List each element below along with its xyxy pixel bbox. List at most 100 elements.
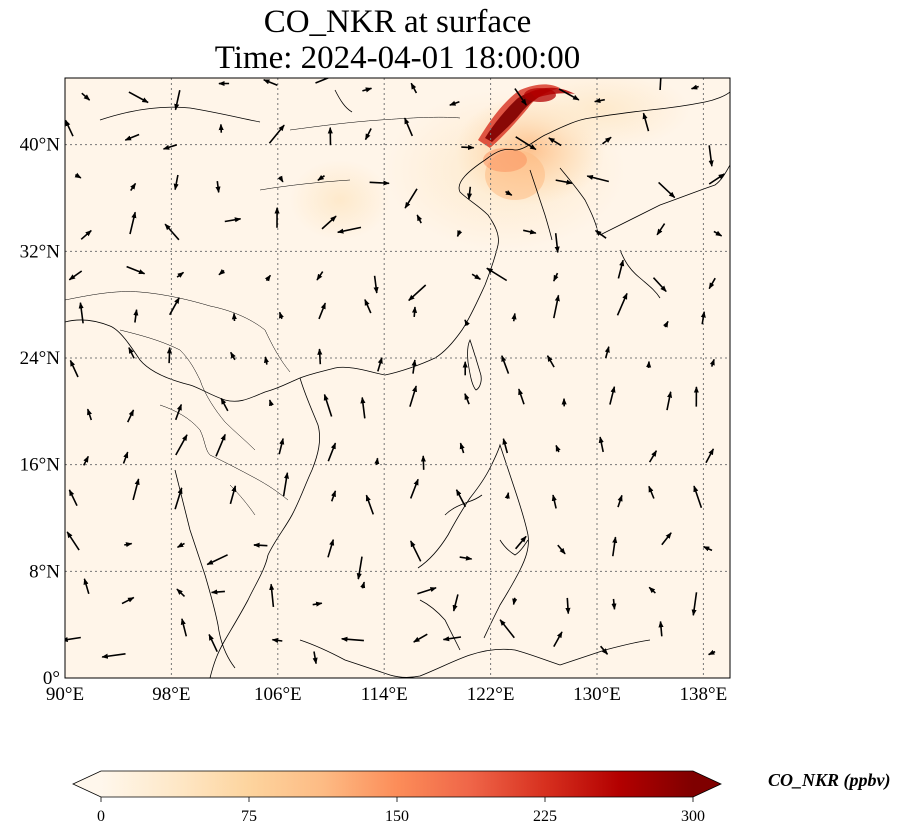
lon-tick-label: 114°E [361,684,408,705]
wind-arrow [176,588,186,597]
wind-arrow [648,586,656,594]
wind-arrow [642,112,650,132]
wind-arrow [128,91,149,104]
wind-arrow [271,637,283,643]
wind-arrow [330,490,337,502]
wind-arrow [317,348,323,365]
lat-tick-label: 24°N [20,348,61,369]
wind-arrow [208,633,218,653]
wind-arrow [514,535,527,550]
lat-tick-label: 32°N [20,241,61,262]
wind-arrow [611,598,617,610]
wind-arrow [133,309,139,323]
wind-arrow [83,578,90,595]
wind-arrow [594,98,605,104]
wind-arrow [505,190,513,196]
wind-arrow [708,145,714,167]
wind-arrow [263,78,278,86]
coastlines [65,89,730,678]
wind-arrow [471,273,481,280]
wind-arrow [658,181,676,199]
wind-arrow [174,90,181,111]
wind-arrow [648,485,655,499]
lon-tick-label: 106°E [254,684,302,705]
colorbar-tick-label: 300 [681,808,705,825]
wind-arrow [341,636,364,642]
wind-arrow [129,211,137,235]
lon-tick-label: 98°E [152,684,190,705]
title-line-2: Time: 2024-04-01 18:00:00 [214,40,581,76]
wind-arrow [323,393,333,417]
wind-vectors [65,78,725,665]
wind-arrow [218,269,226,276]
wind-arrow [229,485,237,505]
wind-arrow [126,265,146,275]
wind-arrow [602,136,612,145]
wind-arrow [263,356,269,365]
wind-arrow [206,554,228,566]
lon-tick-label: 90°E [46,684,84,705]
wind-arrow [373,275,379,294]
wind-arrow [164,223,180,241]
wind-arrow [210,589,225,595]
wind-arrow [176,271,185,278]
wind-arrow [420,455,426,470]
wind-arrow [81,92,91,101]
wind-arrow [411,359,417,374]
lat-tick-label: 16°N [20,455,61,476]
wind-arrow [565,597,571,615]
wind-arrow [230,351,236,361]
wind-arrow [708,173,725,185]
wind-arrow [269,583,275,607]
wind-arrow [409,385,417,407]
wind-arrow [461,144,475,150]
wind-arrow [690,84,699,90]
wind-arrow [377,357,383,372]
wind-arrow [327,442,337,462]
colorbar-extend-max [693,771,721,797]
wind-arrow [702,545,713,552]
wind-arrow [555,179,573,185]
wind-arrow [661,532,672,546]
wind-arrow [66,531,80,551]
wind-arrow [502,438,509,454]
wind-arrow [101,653,126,659]
wind-arrow [121,596,135,605]
wind-arrow [374,457,380,465]
wind-arrow [666,391,673,411]
wind-arrow [486,267,508,282]
wind-arrow [86,408,93,421]
longitude-tick-labels: 90°E 98°E 106°E 114°E 122°E 130°E 138°E [46,684,727,705]
wind-arrow [617,494,623,508]
wind-arrow [449,100,460,106]
title-line-1: CO_NKR at surface [263,4,532,40]
wind-arrow [364,299,372,314]
wind-arrow [130,182,137,192]
wind-arrow [264,274,272,282]
wind-arrow [82,455,90,466]
wind-arrow [658,78,664,91]
lat-tick-label: 40°N [20,135,61,156]
wind-arrow [594,229,607,239]
wind-arrow [360,396,366,419]
wind-arrow [411,306,418,317]
wind-arrow [166,346,173,364]
wind-arrow [499,619,515,639]
wind-arrow [360,581,366,589]
wind-arrow [78,302,84,324]
wind-arrow [663,320,669,328]
lat-tick-label: 0° [43,668,60,689]
wind-arrow [404,188,418,209]
wind-arrow [504,492,510,499]
wind-arrow [555,444,561,453]
wind-arrow [713,230,723,237]
map-area [65,78,730,678]
wind-arrow [176,542,185,548]
wind-arrow [327,538,335,558]
wind-arrow [514,88,527,106]
wind-arrow [312,601,323,607]
wind-arrow [215,181,221,194]
wind-arrow [410,82,418,94]
wind-arrow [231,312,237,322]
